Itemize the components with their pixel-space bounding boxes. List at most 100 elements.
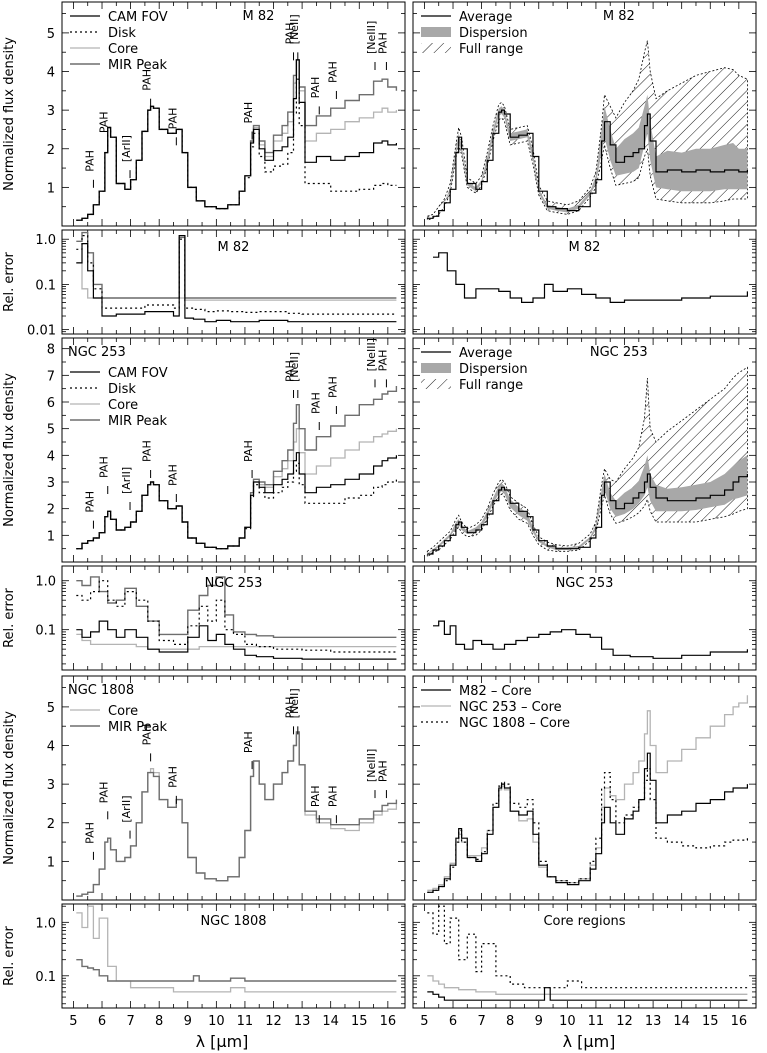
x-tick-label: 14 [322,1014,339,1029]
line-annotation: PAH [309,785,322,807]
series-line-cam-fov [76,620,397,660]
y-tick-label: 2 [47,817,55,832]
chart-title: M 82 [603,9,635,24]
legend-swatch-full-range [421,43,451,53]
y-tick-label: 3 [47,778,55,793]
plot-frame [412,565,757,671]
y-tick-label: 1 [47,181,55,196]
dispersion-band [427,94,748,219]
y-tick-label: 6 [47,396,55,411]
x-tick-label: 6 [449,1014,457,1029]
series-line-ngc-1808-core [427,768,748,893]
legend-label: Dispersion [459,362,528,377]
legend-swatch-dispersion [421,27,451,37]
y-tick-label: 1 [47,855,55,870]
line-annotation: PAH [284,23,297,45]
y-axis-label: Rel. error [2,251,17,311]
plot-frame [61,229,406,335]
line-annotation: PAH [166,108,179,130]
plot-frame [61,337,406,563]
series-line-cam-fov [76,452,397,550]
series-line-ngc-1808-core [427,905,748,989]
x-tick-label: 9 [184,1014,192,1029]
line-annotation: [NeII] [288,352,301,382]
x-axis-label-right: λ [μm] [563,1032,616,1051]
line-annotation: [ArII] [120,467,133,494]
line-annotation: PAH [83,822,96,844]
chart-title: M 82 [243,9,275,24]
line-annotation: PAH [242,102,255,124]
line-annotation: [NeII] [288,688,301,718]
line-annotation: [ArII] [120,135,133,162]
x-tick-label: 5 [420,1014,428,1029]
legend-label: Core [108,704,138,719]
line-annotation: [NeII] [288,14,301,44]
y-tick-label: 1.0 [35,575,56,590]
legend-label: MIR Peak [108,58,168,73]
y-tick-label: 0.1 [35,624,56,639]
y-tick-label: 5 [47,701,55,716]
x-tick-label: 5 [69,1014,77,1029]
x-tick-label: 16 [731,1014,748,1029]
chart-title: NGC 1808 [68,683,134,698]
line-annotation: PAH [242,731,255,753]
series-line-mir-peak [76,576,397,638]
full-range-band [426,40,748,221]
line-annotation: PAH [141,440,154,462]
legend-label: MIR Peak [108,720,168,735]
x-tick-label: 12 [265,1014,282,1029]
series-line-ngc-253-core [427,695,749,891]
x-tick-label: 12 [616,1014,633,1029]
chart-n253-err: 0.1 1.0 Rel. error NGC 253 [2,565,406,671]
legend-label: Full range [459,42,523,57]
x-tick-label: 14 [673,1014,690,1029]
series-line-core [76,262,397,301]
line-annotation: PAH [326,376,339,398]
legend-label: Dispersion [459,26,528,41]
series-line-cam-fov [76,235,397,323]
x-tick-label: 11 [237,1014,254,1029]
legend-label: NGC 1808 – Core [459,716,570,731]
series-line-cam-fov [76,59,397,221]
y-tick-label: 1.0 [35,233,56,248]
x-tick-label: 16 [380,1014,397,1029]
x-tick-label: 8 [155,1014,163,1029]
series-line-core [76,633,397,650]
plot-frame [412,229,757,335]
legend-swatch-dispersion [421,363,451,373]
plot-frame [412,1,757,227]
line-annotation: PAH [98,782,111,804]
chart-m82-flux: 1 2 3 4 5 Normalized flux density M 82 CAM FOVD… [2,1,406,227]
y-tick-label: 4 [47,66,55,81]
plot-frame [61,675,406,901]
chart-title: NGC 253 [205,576,263,591]
x-tick-label: 8 [506,1014,514,1029]
line-annotation: PAH [141,724,154,746]
chart-cores-err: 5 6 7 8 9 10 11 12 13 14 15 16 Core regions [412,903,757,1029]
plot-area [76,731,398,897]
line-annotation: PAH [376,350,389,372]
y-tick-label: 7 [47,369,55,384]
plot-area [76,59,398,221]
y-tick-label: 1 [47,529,55,544]
chart-title: NGC 253 [590,345,648,360]
x-tick-label: 15 [702,1014,719,1029]
plot-area [76,576,397,660]
series-line-average [433,252,748,303]
line-annotation: PAH [284,360,297,382]
x-tick-label: 10 [208,1014,225,1029]
legend-label: Disk [108,26,136,41]
plot-frame [412,675,757,901]
series-line-average [427,109,748,219]
line-annotation: [ArII] [120,795,133,822]
line-annotation: PAH [326,785,339,807]
plot-area [427,695,749,893]
chart-title: NGC 253 [556,576,614,591]
plot-area [433,620,748,659]
series-line-disk [76,235,397,315]
line-annotation: PAH [309,77,322,99]
series-line-m82-core [427,987,748,1001]
chart-title: NGC 1808 [200,914,266,929]
